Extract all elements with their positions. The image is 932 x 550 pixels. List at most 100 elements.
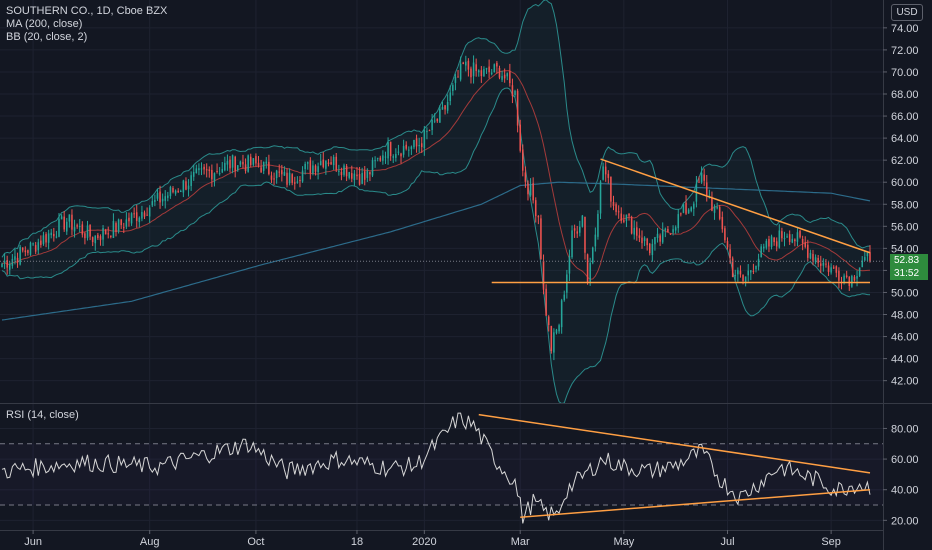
candle-body	[827, 265, 830, 272]
time-tick-label: 18	[351, 536, 363, 548]
rsi-tick-label: 20.00	[891, 515, 919, 527]
candle-body	[319, 161, 322, 166]
candle-body	[239, 161, 242, 165]
candle-body	[252, 158, 255, 165]
candle-body	[180, 191, 182, 193]
candle-body	[607, 173, 610, 178]
rsi-indicator-label[interactable]: RSI (14, close)	[6, 409, 79, 421]
candle-body	[858, 267, 861, 276]
candle-body	[37, 242, 40, 251]
candle-body	[389, 141, 392, 157]
candle-body	[288, 172, 291, 184]
candle-body	[516, 90, 519, 126]
candle-body	[58, 218, 60, 237]
candle-body	[509, 71, 511, 84]
candle-body	[770, 236, 773, 247]
bb-indicator-label[interactable]: BB (20, close, 2)	[6, 31, 88, 43]
candle-body	[317, 166, 319, 173]
candle-body	[340, 171, 343, 176]
candle-body	[314, 165, 317, 172]
candle-body	[843, 275, 845, 282]
candlestick-series	[0, 55, 883, 361]
candle-body	[822, 262, 825, 266]
candle-body	[330, 162, 332, 165]
rsi-band-fill	[0, 443, 883, 506]
candle-body	[45, 234, 47, 243]
candle-body	[182, 180, 185, 193]
candle-body	[667, 228, 669, 233]
candle-body	[703, 174, 705, 181]
candle-body	[581, 215, 584, 227]
candle-body	[3, 261, 6, 263]
candle-body	[511, 85, 514, 97]
candle-body	[19, 246, 21, 265]
candle-body	[128, 217, 130, 222]
candle-body	[488, 66, 490, 73]
candle-body	[226, 161, 229, 165]
rsi-line	[1, 412, 871, 524]
candle-body	[819, 263, 822, 266]
candle-body	[571, 230, 573, 258]
candle-body	[397, 151, 400, 153]
candle-body	[449, 92, 452, 102]
candle-body	[682, 204, 685, 213]
candle-body	[413, 139, 415, 148]
candle-body	[78, 226, 81, 228]
candle-body	[462, 62, 464, 65]
candle-body	[99, 236, 102, 241]
candle-body	[848, 276, 851, 286]
candle-body	[864, 257, 866, 261]
candle-body	[6, 260, 8, 268]
ma-indicator-label[interactable]: MA (200, close)	[6, 18, 83, 30]
candle-body	[838, 270, 840, 281]
candle-body	[24, 250, 27, 253]
time-axis[interactable]: Jun Aug Oct 18 2020 Mar May Jul Sep	[24, 530, 841, 548]
candle-body	[659, 235, 661, 242]
candle-body	[869, 252, 871, 262]
candle-body	[788, 234, 791, 242]
candle-body	[731, 258, 734, 278]
rsi-axis[interactable]: 20.00 40.00 60.00 80.00	[883, 423, 919, 527]
candle-body	[801, 238, 804, 244]
candle-body	[187, 185, 190, 190]
time-tick-label: Aug	[140, 536, 160, 548]
symbol-label[interactable]: SOUTHERN CO., 1D, Cboe BZX	[6, 5, 168, 17]
price-legend[interactable]: SOUTHERN CO., 1D, Cboe BZX MA (200, clos…	[6, 5, 167, 44]
candle-body	[47, 233, 50, 243]
candle-body	[361, 172, 363, 184]
currency-button[interactable]: USD	[891, 4, 923, 21]
candle-body	[532, 183, 534, 201]
candle-body	[27, 250, 29, 253]
candle-body	[104, 229, 107, 235]
candle-body	[213, 173, 216, 182]
candle-body	[576, 231, 578, 234]
candle-body	[376, 157, 379, 159]
candle-body	[718, 207, 721, 219]
price-trendline	[600, 158, 871, 254]
candle-body	[604, 166, 607, 175]
candle-body	[752, 270, 755, 272]
candle-body	[537, 216, 540, 218]
time-tick-label: Mar	[511, 536, 530, 548]
candle-body	[651, 243, 654, 256]
time-tick-label: Jun	[24, 536, 42, 548]
candle-body	[628, 213, 630, 216]
rsi-legend[interactable]: RSI (14, close)	[6, 409, 79, 422]
price-tick-label: 50.00	[891, 287, 919, 299]
ma200-line	[1, 181, 871, 321]
candle-body	[270, 175, 273, 180]
price-axis[interactable]: 42.0044.0046.0048.0050.0052.0054.0056.00…	[883, 23, 919, 388]
price-tick-label: 58.00	[891, 199, 919, 211]
candle-body	[542, 260, 545, 290]
candle-body	[294, 182, 296, 184]
candle-body	[135, 212, 138, 221]
candle-body	[586, 254, 589, 284]
candle-body	[301, 170, 304, 182]
candle-body	[441, 107, 444, 110]
candle-body	[550, 325, 553, 352]
candle-body	[154, 200, 156, 202]
candle-body	[623, 220, 625, 222]
candle-body	[830, 267, 832, 273]
price-tick-label: 74.00	[891, 23, 919, 35]
